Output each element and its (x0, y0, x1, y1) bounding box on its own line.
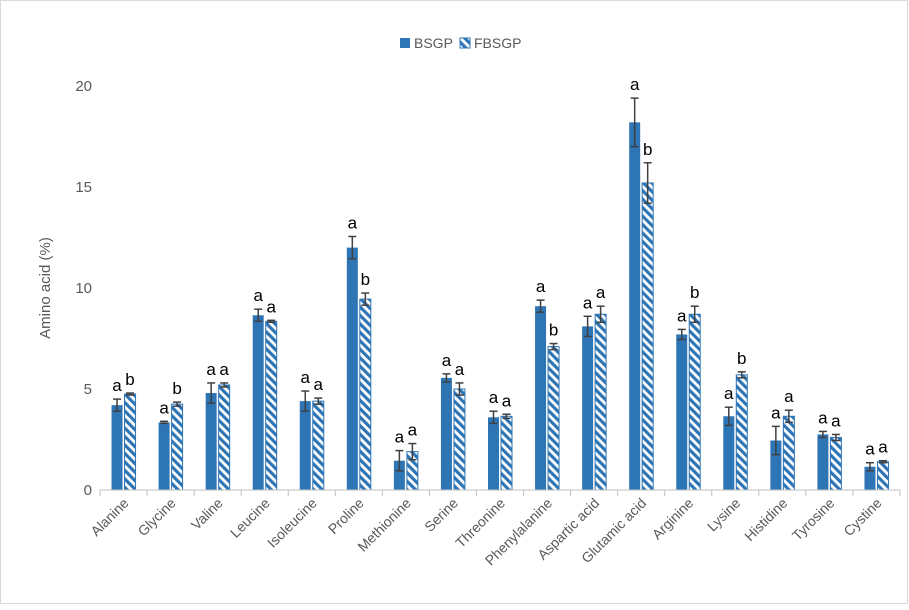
bar-fbsgp (500, 415, 513, 491)
legend-swatch-bsgp (400, 38, 410, 48)
bar-bsgp (535, 306, 547, 490)
significance-label: a (314, 375, 324, 394)
significance-label: a (583, 293, 593, 312)
y-axis: 0 5 10 15 20 (75, 78, 92, 499)
significance-label: a (112, 376, 122, 395)
bar-fbsgp (829, 436, 842, 491)
significance-label: a (536, 277, 546, 296)
significance-label: b (549, 321, 558, 340)
significance-label: b (172, 379, 181, 398)
significance-label: a (253, 286, 263, 305)
significance-label: a (878, 438, 888, 457)
bar-bsgp (488, 417, 499, 490)
significance-label: a (831, 411, 841, 430)
bar-fbsgp (359, 298, 372, 491)
significance-label: b (690, 283, 699, 302)
bar-bsgp (205, 393, 217, 490)
bar-bsgp (770, 440, 782, 490)
significance-label: a (771, 403, 781, 422)
bar-bsgp (252, 315, 264, 490)
y-axis-title: Amino acid (%) (37, 237, 54, 339)
significance-label: a (784, 387, 794, 406)
significance-label: a (408, 421, 418, 440)
bar-bsgp (864, 466, 876, 490)
bar-fbsgp (641, 182, 654, 491)
bar-bsgp (111, 405, 123, 490)
bar-fbsgp (124, 393, 137, 491)
bar-fbsgp (876, 461, 889, 491)
significance-label: b (737, 349, 746, 368)
bar-bsgp (723, 416, 735, 490)
legend-swatch-fbsgp (459, 37, 471, 49)
bar-bsgp (393, 460, 405, 490)
bar-bsgp (817, 434, 829, 490)
y-tick-label: 15 (75, 179, 92, 196)
significance-label: b (643, 140, 652, 159)
significance-label: b (361, 270, 370, 289)
significance-label: a (502, 391, 512, 410)
significance-label: a (865, 440, 875, 459)
bar-bsgp (440, 377, 452, 490)
bar-bsgp (629, 122, 641, 491)
significance-label: a (266, 297, 276, 316)
bar-fbsgp (547, 346, 560, 491)
bar-bsgp (158, 422, 170, 490)
bar-bsgp (299, 401, 311, 490)
significance-label: a (348, 213, 358, 232)
significance-label: a (442, 351, 452, 370)
bar-fbsgp (453, 388, 466, 491)
significance-label: a (301, 368, 311, 387)
bar-fbsgp (312, 400, 325, 491)
bar-bsgp (582, 326, 594, 490)
bar-fbsgp (171, 403, 184, 491)
significance-label: a (818, 408, 828, 427)
bar-fbsgp (782, 415, 795, 491)
bar-bsgp (346, 247, 358, 490)
significance-label: a (724, 384, 734, 403)
bar-fbsgp (265, 320, 278, 491)
bar-fbsgp (218, 384, 231, 491)
legend-label-fbsgp: FBSGP (474, 35, 521, 51)
significance-label: a (677, 306, 687, 325)
bar-fbsgp (594, 313, 607, 491)
significance-label: a (395, 428, 405, 447)
significance-label: a (596, 283, 606, 302)
significance-label: a (455, 360, 465, 379)
legend-label-bsgp: BSGP (414, 35, 453, 51)
y-tick-label: 5 (84, 381, 92, 398)
bar-bsgp (676, 334, 688, 490)
significance-label: a (630, 75, 640, 94)
legend: BSGP FBSGP (400, 35, 521, 51)
y-tick-label: 10 (75, 280, 92, 297)
bar-fbsgp (735, 374, 748, 491)
significance-label: a (206, 360, 216, 379)
bar-fbsgp (688, 313, 701, 491)
significance-label: b (125, 370, 134, 389)
significance-label: a (219, 360, 229, 379)
y-tick-label: 20 (75, 78, 92, 95)
significance-label: a (159, 398, 169, 417)
significance-label: a (489, 388, 499, 407)
y-tick-label: 0 (84, 482, 92, 499)
